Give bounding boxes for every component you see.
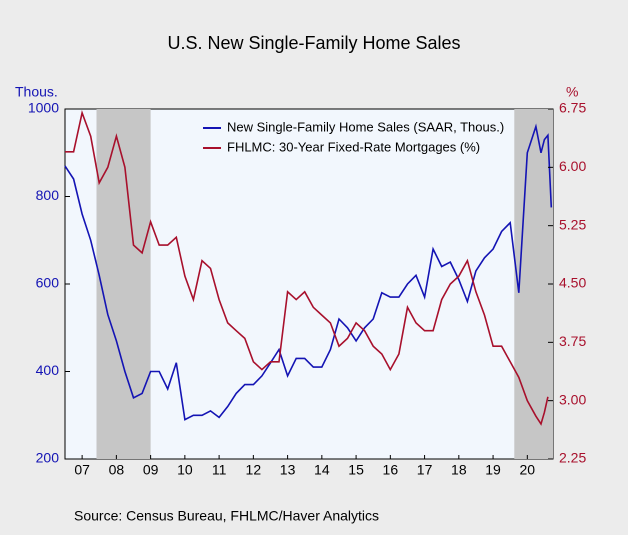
- y2-tick-label: 3.00: [559, 391, 586, 407]
- y2-tick-label: 5.25: [559, 216, 586, 232]
- y2-tick-label: 6.00: [559, 158, 586, 174]
- y-axis-label: Thous.: [15, 84, 58, 100]
- x-tick-label: 10: [177, 462, 193, 478]
- y-tick-label: 400: [36, 362, 60, 378]
- y2-axis-label: %: [566, 84, 578, 100]
- y2-tick-label: 6.75: [559, 100, 586, 116]
- y-tick-label: 800: [36, 187, 60, 203]
- x-tick-label: 15: [348, 462, 364, 478]
- x-tick-label: 12: [246, 462, 262, 478]
- x-tick-label: 19: [485, 462, 501, 478]
- x-tick-label: 09: [143, 462, 159, 478]
- y2-tick-label: 2.25: [559, 450, 586, 466]
- x-tick-label: 14: [314, 462, 330, 478]
- y-tick-label: 200: [36, 450, 60, 466]
- source-note: Source: Census Bureau, FHLMC/Haver Analy…: [74, 508, 379, 524]
- x-tick-label: 13: [280, 462, 296, 478]
- x-tick-label: 18: [451, 462, 467, 478]
- series-line: [64, 123, 553, 421]
- series-line: [65, 110, 549, 426]
- y2-tick-label: 3.75: [559, 333, 586, 349]
- x-tick-label: 17: [417, 462, 433, 478]
- y-tick-label: 600: [36, 275, 60, 291]
- legend-label: New Single-Family Home Sales (SAAR, Thou…: [227, 119, 504, 134]
- recession-shading: [96, 109, 151, 459]
- legend-label: FHLMC: 30-Year Fixed-Rate Mortgages (%): [227, 139, 480, 154]
- plot-layer: [64, 109, 553, 459]
- x-tick-label: 08: [109, 462, 125, 478]
- x-tick-label: 20: [520, 462, 536, 478]
- x-tick-label: 11: [212, 462, 227, 478]
- chart-title: U.S. New Single-Family Home Sales: [167, 33, 460, 53]
- y-tick-label: 1000: [28, 100, 59, 116]
- x-tick-label: 16: [383, 462, 399, 478]
- x-tick-label: 07: [74, 462, 90, 478]
- y2-tick-label: 4.50: [559, 275, 586, 291]
